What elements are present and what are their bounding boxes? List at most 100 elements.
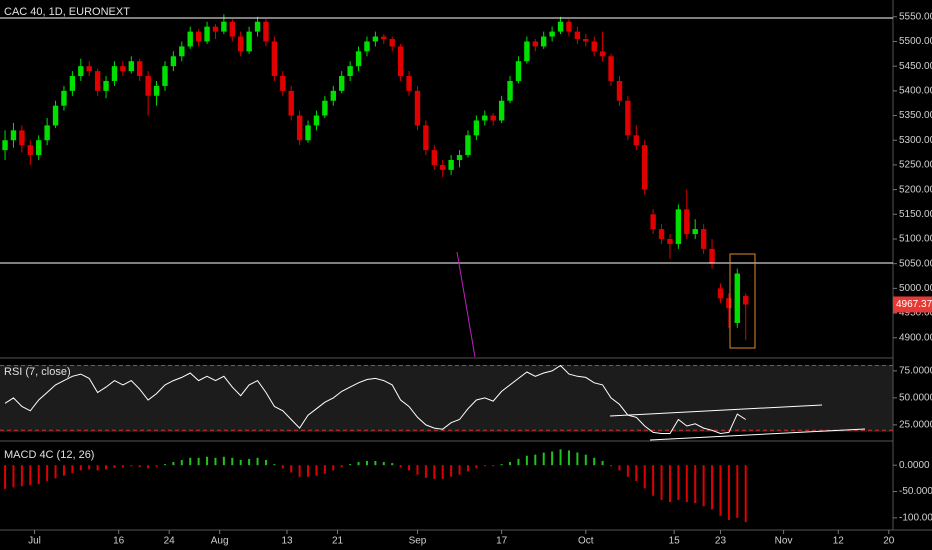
histogram-bar — [744, 465, 747, 523]
histogram-bar — [635, 465, 638, 481]
candle-body — [684, 209, 690, 235]
trend-line — [456, 251, 476, 358]
histogram-bar — [340, 465, 343, 468]
histogram-bar — [559, 449, 562, 466]
x-tick-label: 16 — [113, 536, 125, 547]
histogram-bar — [466, 465, 469, 472]
histogram-bar — [450, 465, 453, 477]
y-tick-label: 5100.00 — [899, 234, 932, 245]
candle-body — [507, 80, 513, 101]
rsi-title: RSI (7, close) — [4, 366, 71, 378]
histogram-bar — [281, 465, 284, 469]
candle-body — [27, 145, 33, 156]
y-tick-label: 5250.00 — [899, 160, 932, 171]
candle-body — [414, 90, 421, 126]
histogram-bar — [323, 465, 326, 474]
histogram-bar — [248, 458, 251, 466]
rsi-band — [0, 365, 893, 432]
candle-body — [162, 66, 168, 86]
histogram-bar — [702, 465, 705, 507]
histogram-bar — [365, 460, 368, 466]
candle-body — [431, 150, 437, 165]
candle-body — [608, 56, 614, 81]
histogram-bar — [567, 450, 570, 466]
candle-body — [372, 36, 379, 42]
histogram-bar — [12, 465, 15, 488]
histogram-bar — [626, 465, 629, 477]
histogram-bar — [685, 465, 688, 503]
x-tick-label: 23 — [715, 536, 727, 547]
histogram-bar — [551, 451, 554, 466]
candle-body — [456, 155, 463, 160]
candle-body — [145, 76, 151, 96]
histogram-bar — [121, 465, 124, 468]
candle-body — [128, 61, 134, 72]
histogram-bar — [483, 465, 486, 467]
candle-body — [204, 26, 210, 42]
candle-body — [254, 21, 261, 32]
histogram-bar — [180, 459, 183, 466]
y-tick-label: 5350.00 — [899, 110, 932, 121]
candle-body — [212, 26, 219, 32]
candle-body — [69, 76, 76, 91]
candle-body — [339, 76, 345, 91]
candle-body — [700, 229, 707, 249]
histogram-bar — [29, 465, 32, 486]
histogram-bar — [534, 454, 537, 466]
candle-body — [86, 66, 92, 72]
candle-body — [616, 80, 623, 101]
y-tick-label: 5050.00 — [899, 258, 932, 269]
macd-title: MACD 4C (12, 26) — [4, 449, 94, 461]
candle-body — [490, 115, 496, 121]
x-tick-label: 17 — [496, 536, 508, 547]
histogram-bar — [492, 465, 495, 467]
y-tick-label: 75.0000 — [899, 366, 932, 377]
y-tick-label: 5400.00 — [899, 85, 932, 96]
candle-body — [557, 21, 564, 32]
candle-body — [717, 288, 724, 299]
candle-body — [271, 41, 278, 77]
y-tick-label: 5450.00 — [899, 61, 932, 72]
x-tick-label: 13 — [281, 536, 293, 547]
candle-body — [743, 295, 749, 305]
histogram-bar — [163, 464, 166, 466]
histogram-bar — [231, 457, 234, 466]
candle-body — [120, 66, 126, 72]
candle-body — [355, 51, 362, 67]
rsi-line — [4, 364, 746, 435]
histogram-bar — [441, 465, 444, 479]
candle-body — [103, 80, 109, 91]
candle-body — [625, 100, 631, 136]
histogram-bar — [525, 455, 528, 466]
candle-body — [524, 41, 530, 62]
candle-body — [330, 90, 336, 101]
histogram-bar — [214, 457, 217, 466]
candle-body — [532, 41, 538, 47]
x-tick-label: Aug — [211, 536, 229, 547]
candle-body — [364, 41, 370, 52]
histogram-bar — [315, 465, 318, 476]
histogram-bar — [475, 465, 478, 469]
histogram-bar — [500, 464, 503, 466]
histogram-bar — [62, 465, 65, 476]
histogram-bar — [138, 465, 141, 468]
y-tick-label: -100.0000 — [899, 513, 932, 524]
histogram-bar — [719, 465, 722, 516]
candle-body — [726, 298, 732, 309]
histogram-bar — [736, 465, 739, 518]
histogram-bar — [273, 464, 276, 466]
histogram-bar — [197, 457, 200, 466]
candle-body — [667, 238, 673, 244]
candle-body — [692, 229, 698, 235]
highlight-box — [729, 253, 756, 349]
y-tick-label: 50.0000 — [899, 393, 932, 404]
x-tick-label: Jul — [28, 536, 41, 547]
y-tick-label: 25.0000 — [899, 420, 932, 431]
y-tick-label: 5300.00 — [899, 135, 932, 146]
histogram-bar — [408, 465, 411, 471]
y-tick-label: 5500.00 — [899, 36, 932, 47]
histogram-bar — [382, 462, 385, 466]
candle-body — [440, 164, 446, 170]
